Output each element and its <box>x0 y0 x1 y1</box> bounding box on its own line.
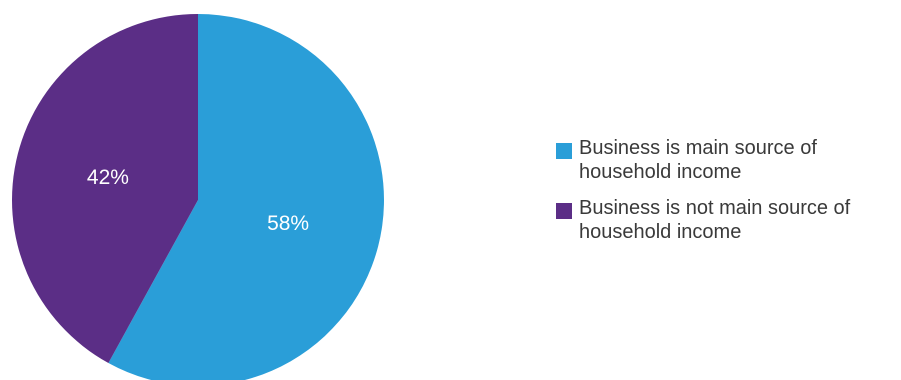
legend-swatch-business-not-main <box>556 203 572 219</box>
legend-label-business-main: Business is main source of household inc… <box>579 137 817 183</box>
slice-label-business-not-main: 42% <box>87 166 129 189</box>
slice-label-business-main: 58% <box>267 212 309 235</box>
chart-legend: Business is main source of household inc… <box>555 136 895 256</box>
legend-item-business-main: Business is main source of household inc… <box>555 136 895 184</box>
legend-item-business-not-main: Business is not main source of household… <box>555 196 895 244</box>
slice-business-main <box>108 14 384 380</box>
pie-slices <box>11 14 384 380</box>
slice-business-not-main <box>11 14 199 363</box>
pie-slice-labels: 58% 42% <box>87 166 309 235</box>
legend-swatch-business-main <box>556 143 572 159</box>
legend-label-business-not-main: Business is not main source of household… <box>579 197 851 243</box>
